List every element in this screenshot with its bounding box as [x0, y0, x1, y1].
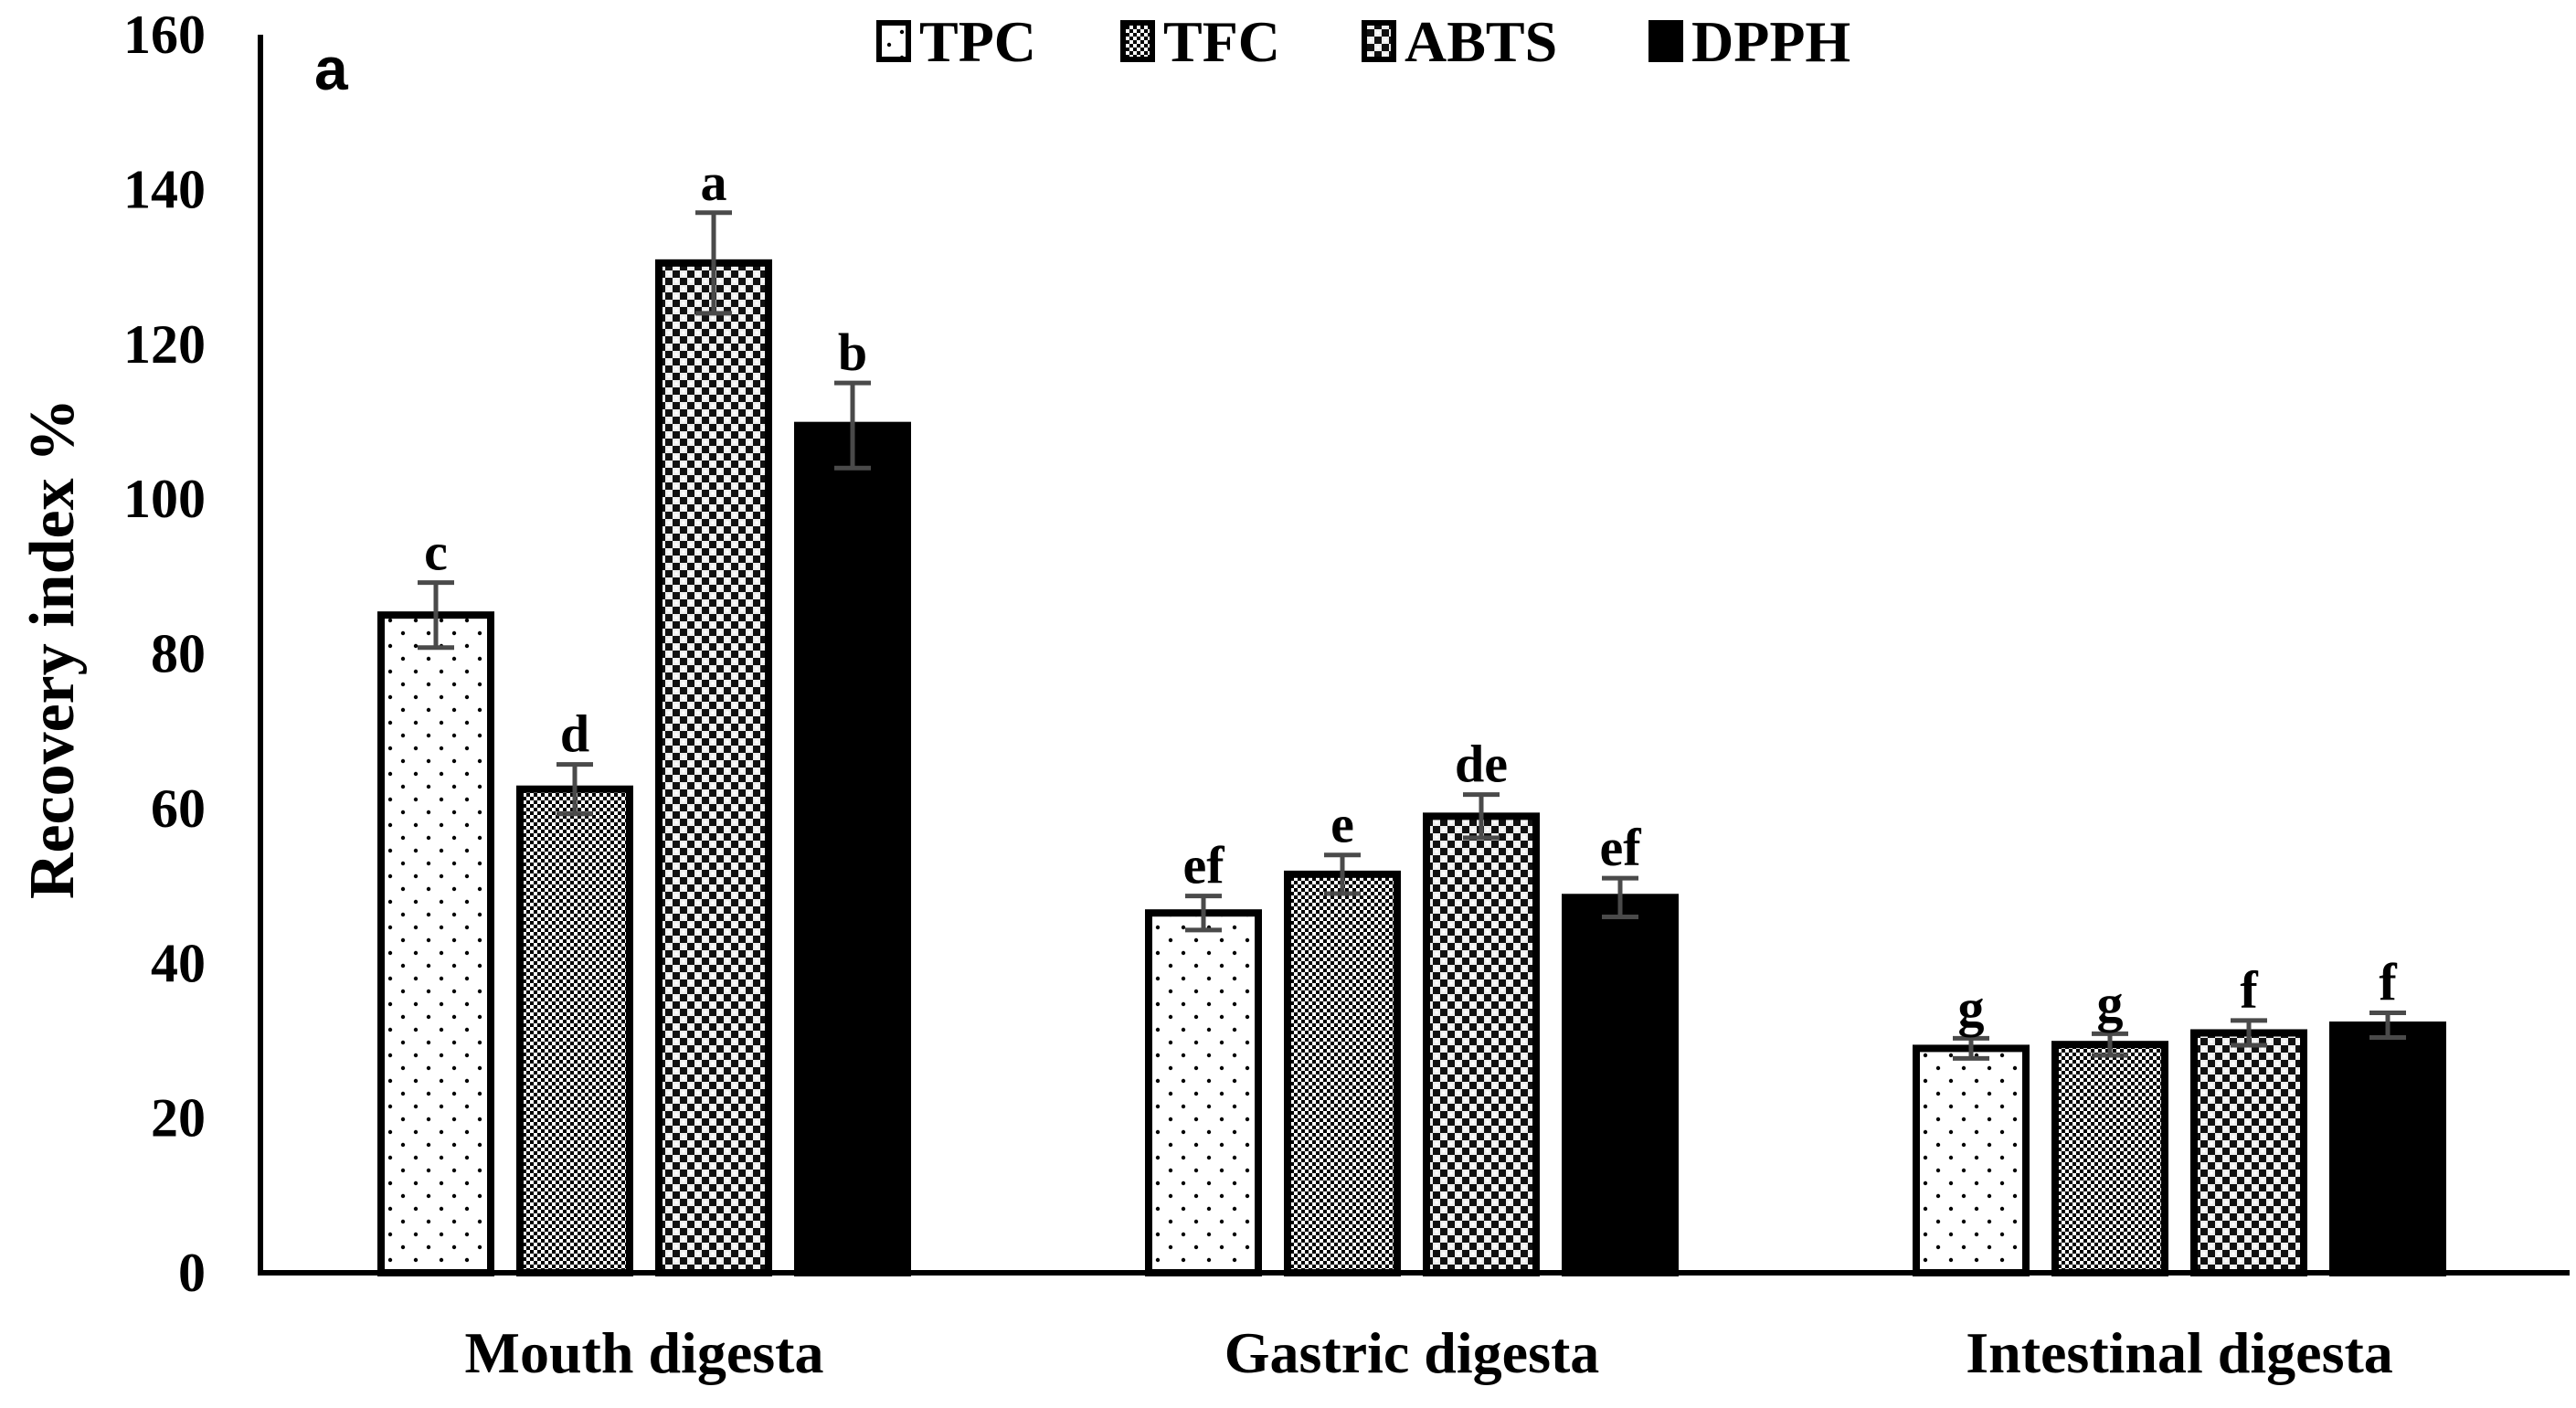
y-tick-label: 80 — [151, 624, 206, 684]
significance-letter: f — [2240, 960, 2258, 1020]
significance-letters: c d a b ef e de ef g g f f — [424, 153, 2397, 1038]
legend-swatch-abts — [1362, 20, 1396, 62]
legend-label-tfc: TFC — [1163, 9, 1280, 74]
legend-label-tpc: TPC — [919, 9, 1036, 74]
category-label: Mouth digesta — [465, 1320, 824, 1385]
bar-tfc — [516, 785, 633, 1276]
significance-letter: c — [424, 523, 448, 582]
y-tick-label: 0 — [178, 1243, 206, 1303]
y-tick-label: 120 — [123, 314, 206, 375]
bar-dpph — [2329, 1022, 2446, 1276]
significance-letter: d — [560, 704, 589, 764]
y-axis-ticks: 0 20 40 60 80 100 120 140 160 — [123, 5, 206, 1303]
bar-tfc — [1284, 870, 1401, 1276]
bar-abts — [2190, 1029, 2307, 1276]
category-label: Intestinal digesta — [1966, 1320, 2393, 1385]
bar-tpc — [377, 611, 494, 1276]
legend-label-dpph: DPPH — [1691, 9, 1850, 74]
legend-swatch-tpc — [876, 20, 911, 62]
y-axis-title: Recovery index % — [17, 398, 88, 899]
significance-letter: f — [2379, 952, 2397, 1011]
significance-letter: de — [1455, 735, 1508, 794]
bar-dpph — [794, 421, 911, 1276]
significance-letter: g — [2097, 973, 2124, 1032]
bar-dpph — [1562, 894, 1679, 1276]
significance-letter: e — [1330, 795, 1354, 854]
axes — [258, 35, 2570, 1276]
legend: TPC TFC ABTS DPPH — [876, 9, 1850, 74]
significance-letter: b — [838, 323, 867, 382]
error-bars — [418, 210, 2406, 1061]
y-tick-label: 20 — [151, 1088, 206, 1149]
legend-label-abts: ABTS — [1405, 9, 1557, 74]
bar-tpc — [1913, 1044, 2030, 1276]
y-tick-label: 160 — [123, 5, 206, 65]
legend-swatch-dpph — [1648, 20, 1683, 62]
y-tick-label: 100 — [123, 469, 206, 529]
panel-label: a — [314, 35, 349, 102]
y-tick-label: 40 — [151, 933, 206, 993]
bar-tpc — [1145, 909, 1262, 1276]
category-labels: Mouth digesta Gastric digesta Intestinal d… — [465, 1320, 2393, 1385]
bar-abts — [1423, 812, 1540, 1276]
y-tick-label: 60 — [151, 778, 206, 839]
bar-abts — [655, 259, 772, 1276]
legend-swatch-tfc — [1120, 20, 1155, 62]
category-label: Gastric digesta — [1224, 1320, 1600, 1385]
bar-tfc — [2051, 1041, 2168, 1276]
significance-letter: g — [1958, 978, 1985, 1037]
bars — [377, 259, 2446, 1276]
significance-letter: ef — [1599, 818, 1641, 877]
significance-letter: ef — [1182, 836, 1224, 895]
y-tick-label: 140 — [123, 159, 206, 219]
significance-letter: a — [701, 153, 727, 212]
